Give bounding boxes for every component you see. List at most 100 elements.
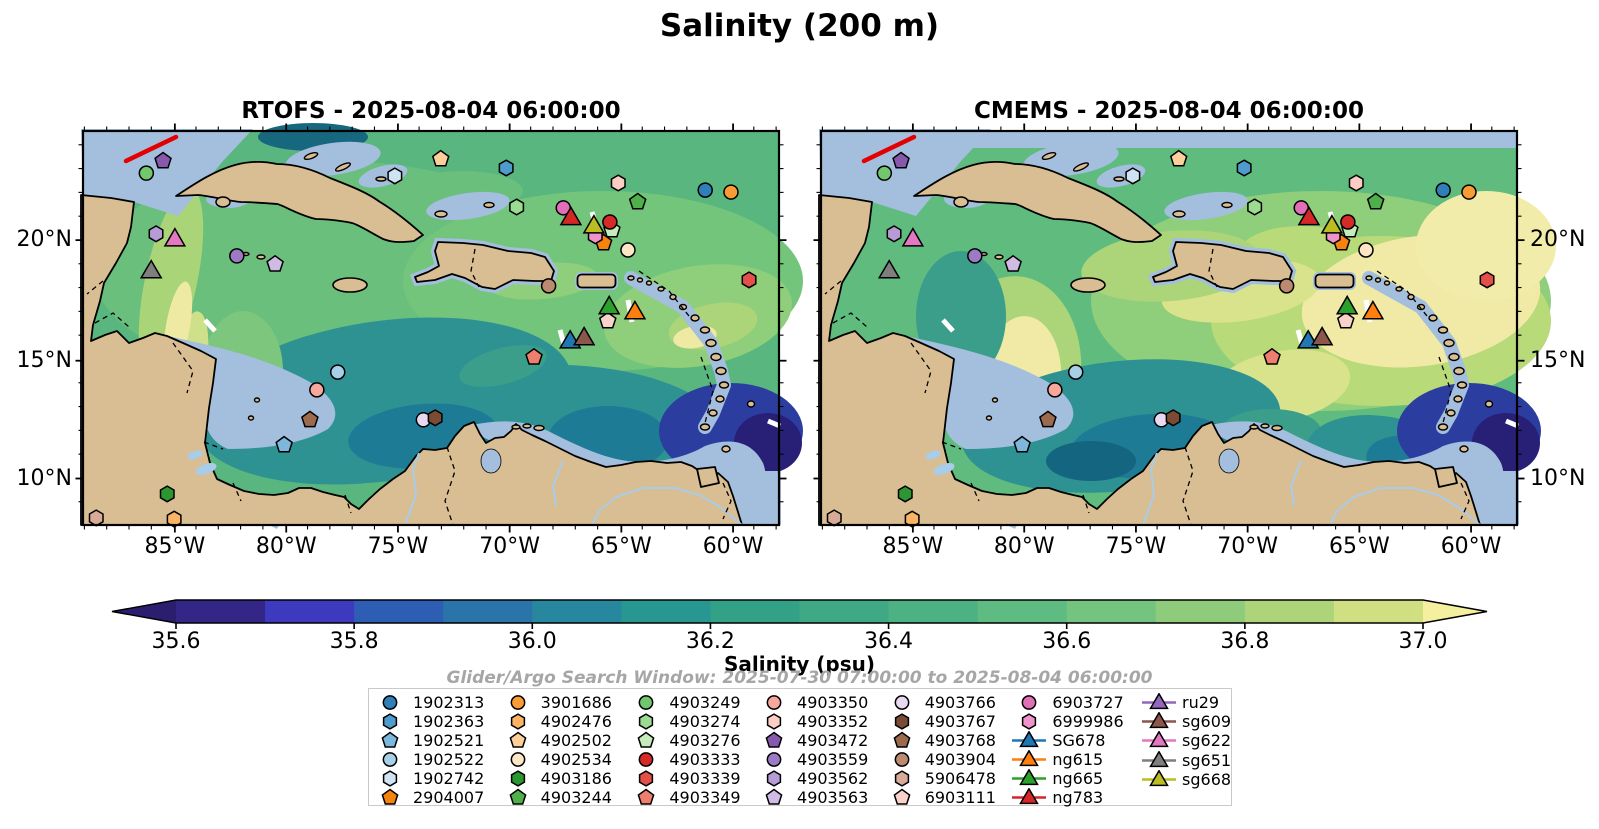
legend-entry-sg651: sg651 xyxy=(1138,750,1231,770)
legend-entry-4903767: 4903767 xyxy=(881,712,1009,731)
triangle-legend-icon xyxy=(1142,712,1177,729)
rtofs-xtick-4: 65°W xyxy=(590,534,652,559)
legend-label: 4903559 xyxy=(797,750,869,769)
pentagon-legend-icon xyxy=(509,788,527,805)
legend-label: sg668 xyxy=(1182,769,1232,789)
marker-ng783 xyxy=(1297,205,1321,226)
legend-label: 6999986 xyxy=(1052,712,1124,731)
marker-4903472 xyxy=(892,151,910,169)
search-window-annotation: Glider/Argo Search Window: 2025-07-30 07… xyxy=(446,668,1153,688)
legend-entry-ng665: ng665 xyxy=(1008,769,1138,788)
red-glider-track xyxy=(123,134,179,164)
marker-4903563 xyxy=(266,254,284,272)
marker-4903768 xyxy=(301,410,319,428)
hexagon-legend-icon xyxy=(639,713,654,730)
cmems-xtick-2: 75°W xyxy=(1105,534,1167,559)
marker-1902313 xyxy=(1435,182,1451,198)
triangle-legend-icon xyxy=(1012,750,1047,767)
marker-4903249 xyxy=(138,165,155,181)
pentagon-legend-icon xyxy=(893,731,911,748)
legend-entry-3901686: 3901686 xyxy=(497,693,626,712)
marker-sg622 xyxy=(163,227,187,247)
legend-label: sg622 xyxy=(1182,731,1232,751)
rtofs-xtick-1: 80°W xyxy=(255,534,317,559)
colorbar-tick-35.6: 35.6 xyxy=(151,629,201,654)
circle-legend-icon xyxy=(894,695,910,710)
hexagon-legend-icon xyxy=(894,770,909,787)
colorbar-label: Salinity (psu) xyxy=(723,652,875,676)
marker-ng665 xyxy=(1335,294,1359,315)
triangle-legend-icon xyxy=(1012,788,1047,805)
cmems-ytick-0: 20°N xyxy=(1530,227,1586,253)
legend-label: 1902521 xyxy=(413,731,485,750)
legend-column-5: 6903727 6999986 SG678 ng615 ng665 ng783 xyxy=(1008,693,1138,807)
hexagon-legend-icon xyxy=(510,770,525,787)
legend-label: 6903727 xyxy=(1052,693,1124,712)
rtofs-xtick-5: 60°W xyxy=(702,534,764,559)
legend-entry-4903244: 4903244 xyxy=(497,788,626,807)
figure-title: Salinity (200 m) xyxy=(659,8,940,44)
legend-entry-1902742: 1902742 xyxy=(369,769,497,788)
colorbar-tick-36.6: 36.6 xyxy=(1042,629,1092,654)
legend-entry-4903349: 4903349 xyxy=(625,788,753,807)
legend-entry-4903562: 4903562 xyxy=(753,769,881,788)
legend-label: 1902522 xyxy=(413,750,485,769)
legend-label: ru29 xyxy=(1182,693,1220,713)
marker-6903111 xyxy=(598,311,617,329)
marker-4903559 xyxy=(229,248,245,264)
cmems-xtick-1: 80°W xyxy=(993,534,1055,559)
legend-column-3: 4903350 4903352 4903472 4903559 4903562 49035… xyxy=(753,693,881,807)
legend-label: 4903767 xyxy=(924,712,996,731)
legend-entry-6999986: 6999986 xyxy=(1008,712,1138,731)
legend-label: 1902313 xyxy=(413,693,485,712)
legend-entry-6903111: 6903111 xyxy=(881,788,1009,807)
colorbar xyxy=(0,595,1599,635)
marker-sg609 xyxy=(572,325,596,346)
legend-label: 4903562 xyxy=(797,769,869,788)
rtofs-xtick-2: 75°W xyxy=(367,534,429,559)
circle-legend-icon xyxy=(766,695,782,710)
marker-4903274 xyxy=(509,198,525,216)
marker-1902521 xyxy=(275,435,293,453)
legend-label: 4903563 xyxy=(797,788,869,807)
legend-column-4: 4903766 4903767 4903768 4903904 5906478 69031… xyxy=(881,693,1009,807)
legend-entry-1902521: 1902521 xyxy=(369,731,497,750)
legend-entry-4903559: 4903559 xyxy=(753,750,881,769)
white-glider-track xyxy=(941,318,955,333)
marker-4903350 xyxy=(1047,382,1063,398)
marker-4903904 xyxy=(1278,278,1295,294)
pentagon-legend-icon xyxy=(637,788,655,805)
marker-4902534 xyxy=(620,242,636,258)
rtofs-panel-title: RTOFS - 2025-08-04 06:00:00 xyxy=(241,98,621,124)
marker-ng783 xyxy=(559,205,583,226)
hexagon-legend-icon xyxy=(382,770,398,787)
hexagon-legend-icon xyxy=(639,770,654,787)
legend-label: 5906478 xyxy=(924,769,996,788)
circle-legend-icon xyxy=(894,752,910,767)
hexagon-legend-icon xyxy=(510,713,525,730)
legend-entry-4903766: 4903766 xyxy=(881,693,1009,712)
marker-4903767 xyxy=(427,409,443,427)
marker-sg622 xyxy=(901,227,925,247)
legend-entry-2904007: 2904007 xyxy=(369,788,497,807)
marker-5906478 xyxy=(88,509,104,527)
legend-entry-sg622: sg622 xyxy=(1138,731,1231,750)
marker-sg609 xyxy=(1310,325,1334,346)
marker-4903562 xyxy=(886,225,902,243)
colorbar-tick-37.0: 37.0 xyxy=(1398,629,1448,654)
legend-entry-4903472: 4903472 xyxy=(753,731,881,750)
triangle-legend-icon xyxy=(1142,769,1177,786)
legend-entry-4902502: 4902502 xyxy=(497,731,626,750)
pentagon-legend-icon xyxy=(637,731,655,748)
marker-1902522 xyxy=(1067,364,1084,380)
legend-label: ng665 xyxy=(1052,769,1104,788)
legend-entry-4903350: 4903350 xyxy=(753,693,881,712)
legend-entry-4903276: 4903276 xyxy=(625,731,753,750)
marker-4903563 xyxy=(1004,254,1022,272)
legend-label: 1902363 xyxy=(413,712,485,731)
legend-entry-4903186: 4903186 xyxy=(497,769,626,788)
marker-sg668 xyxy=(582,214,606,234)
legend-label: ng783 xyxy=(1052,788,1104,807)
legend-label: 4902534 xyxy=(540,750,612,769)
